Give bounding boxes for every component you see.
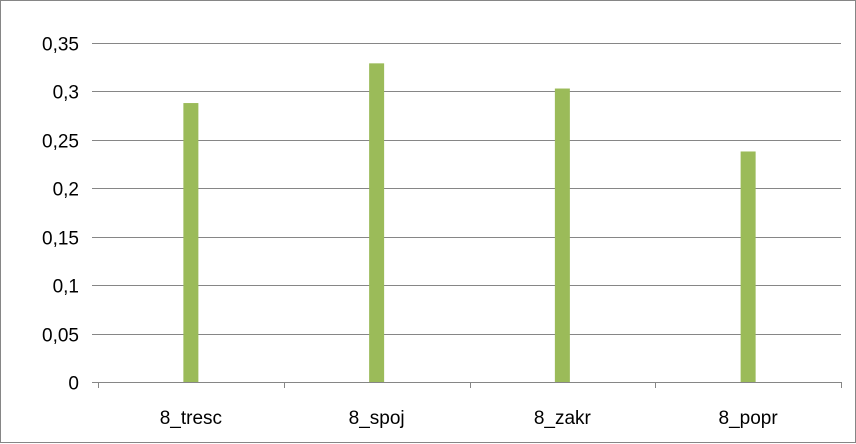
x-tick-label: 8_spoj bbox=[349, 408, 405, 429]
bar bbox=[554, 88, 570, 382]
y-tick-label: 0,2 bbox=[53, 180, 79, 201]
y-tick-label: 0,25 bbox=[42, 132, 79, 153]
x-tick-label: 8_tresc bbox=[160, 408, 222, 429]
y-tick-label: 0,35 bbox=[42, 35, 79, 56]
y-tick-label: 0,15 bbox=[42, 229, 79, 250]
x-tick-label: 8_popr bbox=[719, 408, 779, 429]
y-tick-label: 0 bbox=[68, 374, 79, 395]
y-tick-label: 0,3 bbox=[53, 83, 79, 104]
y-tick-label: 0,1 bbox=[53, 277, 79, 298]
bar bbox=[740, 151, 756, 382]
y-tick-label: 0,05 bbox=[42, 326, 79, 347]
x-tick-label: 8_zakr bbox=[534, 408, 592, 429]
bar bbox=[183, 103, 199, 383]
bar bbox=[369, 63, 385, 383]
